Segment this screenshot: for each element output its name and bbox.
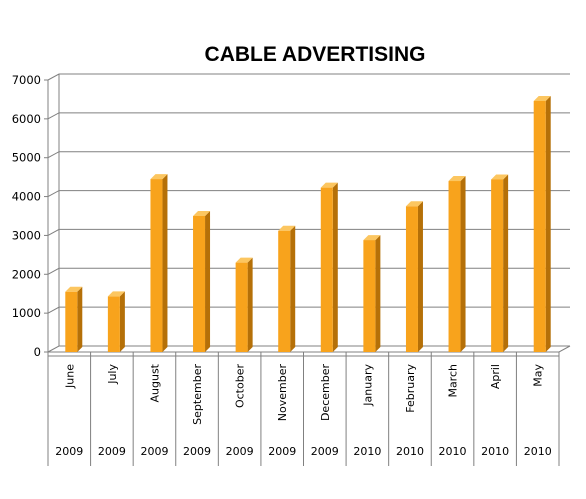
bar-june — [65, 286, 83, 352]
bar-side — [77, 286, 83, 352]
bar-side — [545, 95, 551, 353]
bar-side — [205, 211, 211, 352]
bar-top — [405, 201, 423, 207]
x-year-label: 2010 — [439, 445, 467, 458]
bar-side — [162, 174, 168, 352]
gridline — [47, 345, 570, 353]
x-category-label: September — [191, 364, 204, 425]
bar-top — [235, 257, 253, 263]
bar-top — [491, 174, 509, 180]
bar-top — [65, 286, 83, 292]
bar-january — [363, 235, 381, 352]
bar-front — [235, 262, 248, 352]
gridline — [47, 228, 570, 236]
x-category-label: February — [404, 364, 417, 413]
bar-front — [278, 230, 291, 352]
x-year-label: 2010 — [481, 445, 509, 458]
bar-front — [533, 100, 546, 353]
y-tick-label: 6000 — [12, 112, 41, 126]
bars — [65, 95, 551, 353]
x-category-label: March — [447, 364, 460, 398]
gridline — [47, 267, 570, 275]
bar-top — [107, 291, 125, 297]
x-category-label: April — [489, 364, 502, 389]
bar-march — [448, 176, 466, 352]
x-category-label: October — [234, 364, 247, 408]
bar-side — [460, 176, 466, 352]
x-category-label: May — [532, 364, 545, 387]
bar-september — [193, 211, 211, 352]
x-year-label: 2009 — [183, 445, 211, 458]
bar-top — [150, 174, 168, 180]
x-category-label: January — [361, 364, 374, 407]
x-category-label: August — [148, 363, 161, 402]
x-year-label: 2009 — [226, 445, 254, 458]
x-year-label: 2009 — [55, 445, 83, 458]
gridline — [47, 151, 570, 159]
bar-side — [290, 225, 296, 352]
bar-august — [150, 174, 168, 352]
x-category-label: June — [63, 364, 76, 389]
y-tick-label: 0 — [34, 345, 41, 359]
x-year-label: 2009 — [311, 445, 339, 458]
x-year-label: 2010 — [353, 445, 381, 458]
y-tick-label: 5000 — [12, 151, 41, 165]
bar-december — [320, 182, 338, 352]
bar-front — [491, 179, 504, 352]
y-tick-label: 4000 — [12, 190, 41, 204]
bar-front — [320, 187, 333, 352]
bar-top — [278, 225, 296, 231]
bar-front — [150, 179, 163, 352]
bar-top — [533, 95, 551, 101]
bar-front — [107, 296, 120, 352]
bar-front — [363, 240, 376, 352]
x-category-label: November — [276, 364, 289, 422]
bar-november — [278, 225, 296, 352]
bar-side — [375, 235, 381, 352]
bar-top — [320, 182, 338, 188]
category-table: June 2009 July 2009 August 2009 September 2009 O… — [47, 352, 560, 466]
bar-side — [119, 291, 125, 352]
y-axis-ticks: 0 1000 2000 3000 4000 5000 6000 7000 — [12, 73, 48, 359]
bar-front — [448, 181, 461, 352]
bar-front — [193, 216, 206, 352]
bar-side — [503, 174, 509, 352]
bar-july — [107, 291, 125, 352]
x-year-label: 2010 — [396, 445, 424, 458]
bar-side — [247, 257, 253, 352]
y-tick-label: 3000 — [12, 228, 41, 242]
bar-side — [332, 182, 338, 352]
x-year-label: 2010 — [524, 445, 552, 458]
chart-title: CABLE ADVERTISING — [205, 43, 426, 66]
y-tick-label: 2000 — [12, 267, 41, 281]
bar-october — [235, 257, 253, 352]
y-tick-label: 1000 — [12, 306, 41, 320]
y-tick-label: 7000 — [12, 73, 41, 87]
bar-front — [65, 291, 78, 352]
gridline — [47, 306, 570, 314]
x-year-label: 2009 — [140, 445, 168, 458]
x-category-label: July — [106, 364, 119, 385]
bar-top — [193, 211, 211, 216]
x-year-label: 2009 — [98, 445, 126, 458]
gridline — [47, 73, 570, 81]
gridline — [47, 112, 570, 120]
bar-february — [405, 201, 423, 352]
gridline — [47, 190, 570, 198]
bar-top — [363, 235, 381, 241]
bar-april — [491, 174, 509, 352]
bar-may — [533, 95, 551, 353]
x-year-label: 2009 — [268, 445, 296, 458]
bar-side — [417, 201, 423, 352]
bar-top — [448, 176, 466, 182]
bar-front — [405, 206, 418, 352]
x-category-label: December — [319, 364, 332, 422]
